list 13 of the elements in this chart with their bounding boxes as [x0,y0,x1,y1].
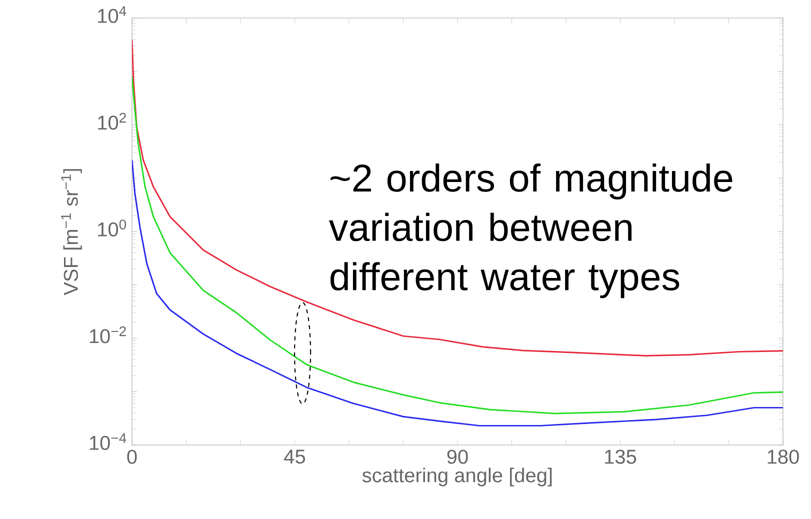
x-tick-label: 135 [605,450,636,464]
x-tick-label: 45 [284,450,306,464]
x-tick-label: 180 [768,450,799,464]
annotation: ~2 orders of magnitude variation between different water types [328,163,732,298]
x-axis-title: scattering angle [deg] [362,468,552,486]
x-tick-label: 0 [127,450,137,464]
y-tick-label: 10$^{4}$ [98,6,126,23]
x-tick-label: 90 [447,450,468,464]
y-tick-label: 10$^{−2}$ [90,326,126,344]
y-axis-title: VSF [m$^{−1}$ sr$^{−1}$] [61,169,82,296]
y-tick-label: 10$^{−4}$ [90,433,126,450]
y-tick-label: 10$^{0}$ [98,220,126,236]
y-tick-label: 10$^{2}$ [98,112,126,130]
